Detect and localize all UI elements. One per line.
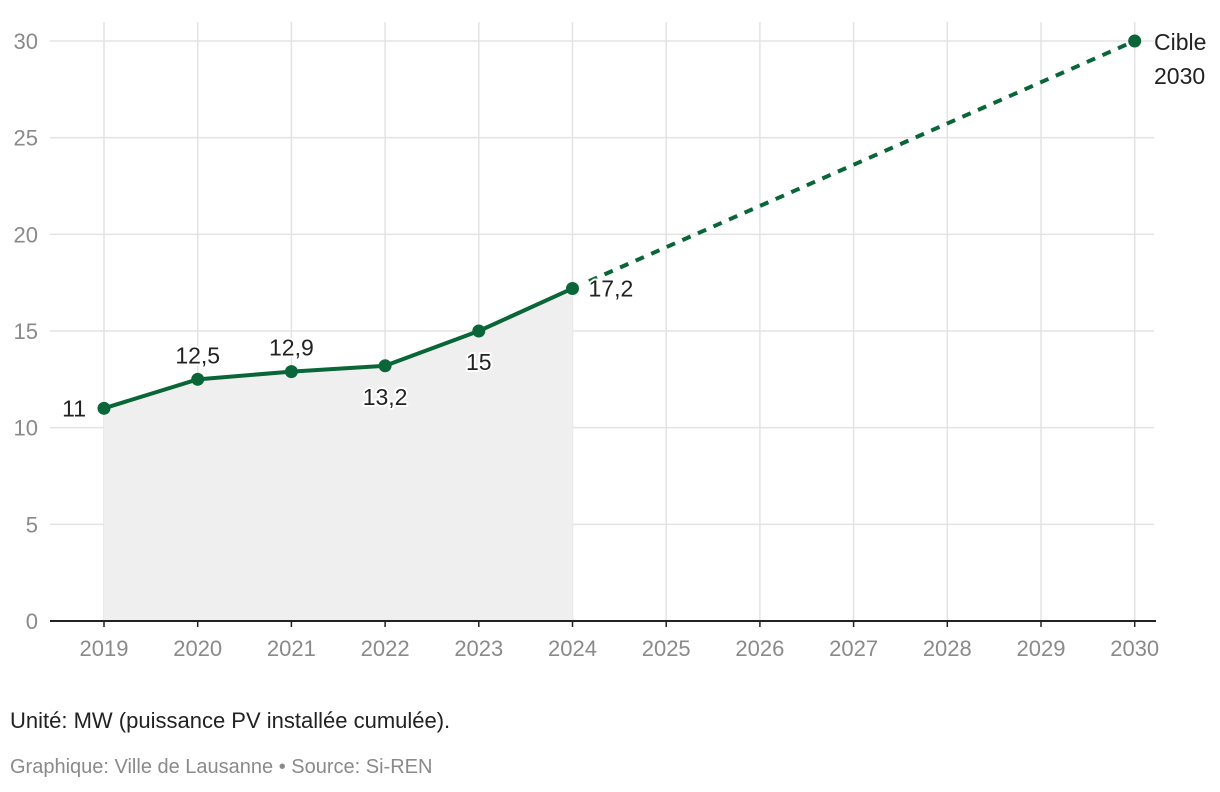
y-tick-label: 5 [26,512,38,537]
x-tick-label: 2025 [642,636,691,661]
data-point [284,365,298,379]
x-tick-label: 2027 [829,636,878,661]
x-tick-label: 2019 [80,636,129,661]
data-label: 11 [62,395,86,421]
y-tick-label: 15 [14,319,38,344]
data-label: 17,2 [589,275,634,301]
data-point [378,359,392,373]
unit-note: Unité: MW (puissance PV installée cumulé… [10,708,451,733]
data-label: 13,2 [363,384,408,410]
annotation-line1: Cible [1154,29,1206,55]
series-lines [103,39,1136,411]
x-tick-label: 2023 [454,636,503,661]
x-tick-label: 2029 [1017,636,1066,661]
gridlines [50,22,1154,621]
data-label: 15 [466,349,492,375]
data-label: 12,5 [175,342,220,368]
x-tick-label: 2024 [548,636,597,661]
data-point [472,324,486,338]
series-line [103,286,574,411]
x-tick-label: 2026 [735,636,784,661]
y-tick-label: 20 [14,222,38,247]
y-tick-label: 25 [14,126,38,151]
area-under-line [104,288,573,621]
x-tick-label: 2020 [173,636,222,661]
data-point [97,401,111,415]
annotation-line2: 2030 [1154,63,1205,89]
data-point [566,281,579,295]
data-label: 12,9 [269,335,314,361]
data-points [97,34,1142,415]
data-point [191,372,205,386]
data-labels: 11 12,5 12,9 13,2 15 17,2 [60,273,635,423]
x-tick-label: 2030 [1110,636,1159,661]
x-tick-label: 2028 [923,636,972,661]
target-annotation: Cible 2030 [1154,29,1206,89]
y-tick-label: 0 [26,609,38,634]
target-point [1128,34,1142,48]
x-tick-label: 2021 [267,636,316,661]
projection-line [588,39,1136,284]
source-note: Graphique: Ville de Lausanne • Source: S… [10,756,433,778]
x-tick-label: 2022 [361,636,410,661]
y-tick-label: 10 [14,416,38,441]
area-fill [104,288,573,621]
y-tick-label: 30 [14,29,38,54]
